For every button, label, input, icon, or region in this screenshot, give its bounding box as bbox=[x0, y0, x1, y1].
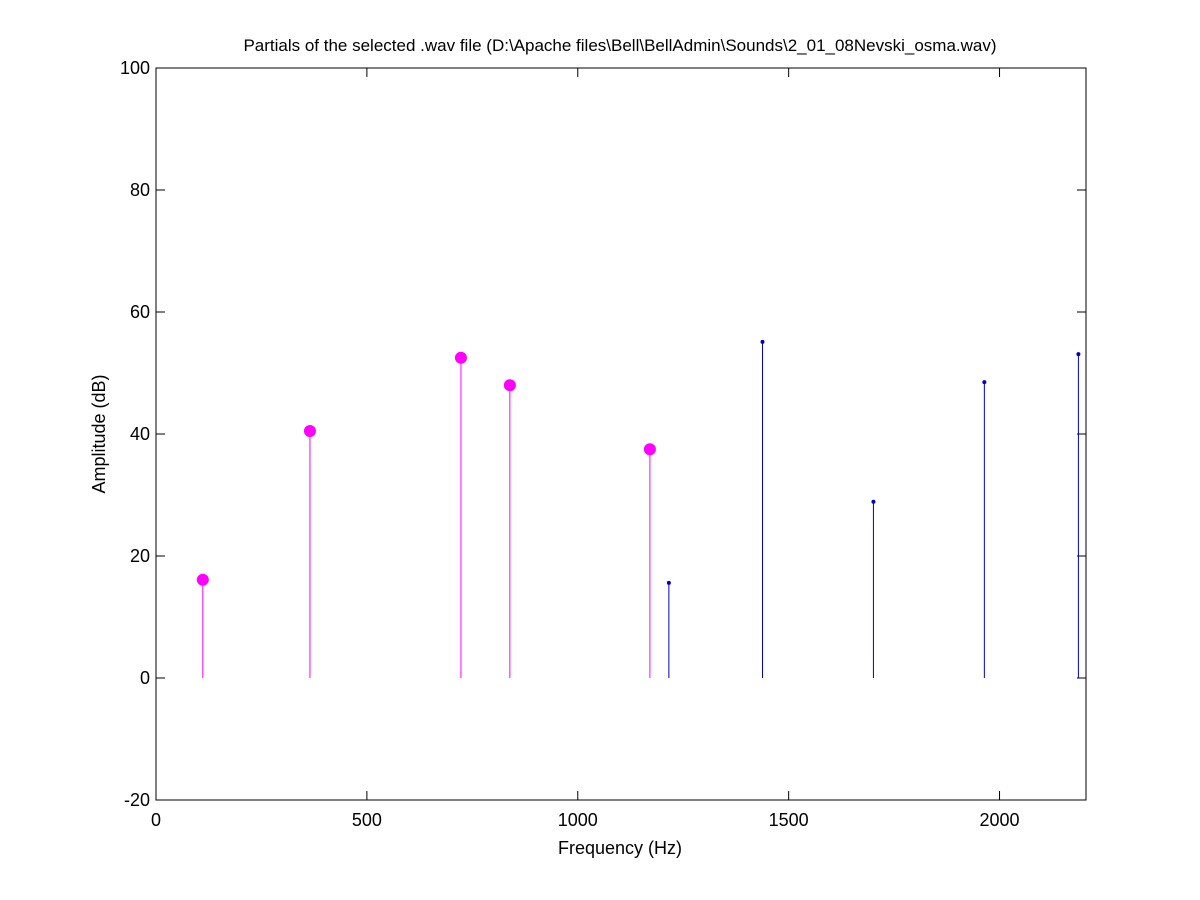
stem-marker bbox=[303, 424, 316, 437]
x-tick-label: 1500 bbox=[769, 810, 809, 830]
x-axis-label: Frequency (Hz) bbox=[558, 838, 682, 858]
y-tick-label: -20 bbox=[124, 790, 150, 810]
y-tick-label: 40 bbox=[130, 424, 150, 444]
y-tick-label: 20 bbox=[130, 546, 150, 566]
x-tick-label: 500 bbox=[352, 810, 382, 830]
stem-marker bbox=[666, 580, 671, 585]
x-tick-label: 1000 bbox=[558, 810, 598, 830]
stem-marker bbox=[454, 351, 467, 364]
y-tick-label: 60 bbox=[130, 302, 150, 322]
stem-marker bbox=[982, 380, 987, 385]
stem-marker bbox=[760, 339, 765, 344]
stem-marker bbox=[643, 443, 656, 456]
x-tick-label: 0 bbox=[151, 810, 161, 830]
plot-area bbox=[155, 67, 1087, 801]
y-tick-label: 0 bbox=[140, 668, 150, 688]
stem-marker bbox=[871, 499, 876, 504]
x-tick-label: 2000 bbox=[980, 810, 1020, 830]
stem-marker bbox=[503, 379, 516, 392]
y-tick-label: 80 bbox=[130, 180, 150, 200]
stem-marker bbox=[196, 573, 209, 586]
stem-marker bbox=[1076, 352, 1081, 357]
chart-title: Partials of the selected .wav file (D:\A… bbox=[243, 36, 996, 55]
y-tick-label: 100 bbox=[120, 58, 150, 78]
y-axis-label: Amplitude (dB) bbox=[89, 374, 109, 493]
